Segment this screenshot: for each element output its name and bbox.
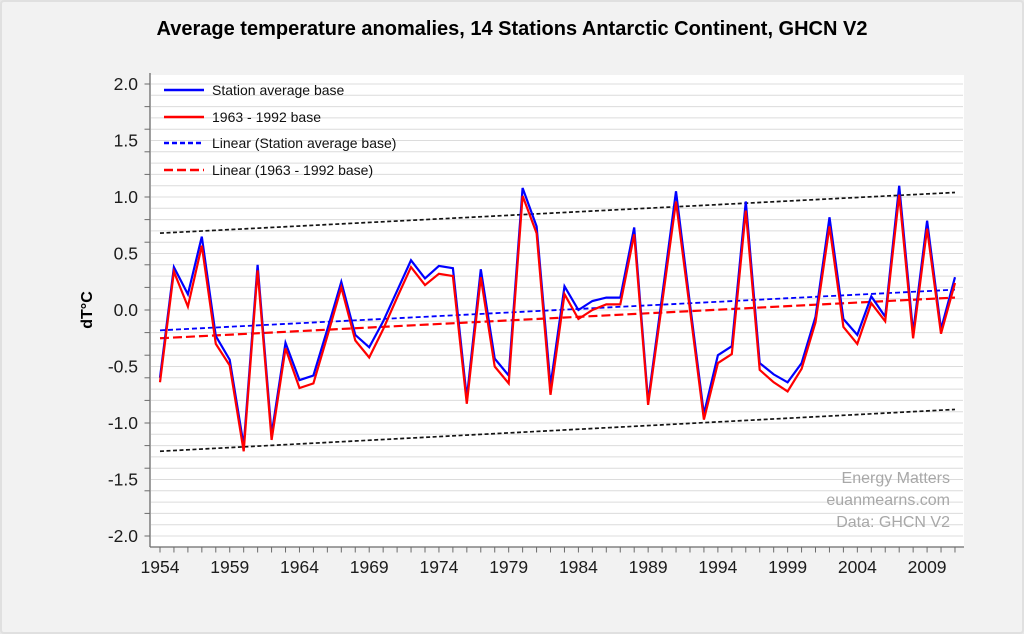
y-tick-label: -2.0 bbox=[108, 526, 138, 546]
legend-label: Linear (Station average base) bbox=[212, 135, 397, 152]
x-tick-label: 1954 bbox=[141, 557, 180, 577]
x-tick-label: 1984 bbox=[559, 557, 598, 577]
series-lines bbox=[158, 185, 957, 452]
legend-item-linear-station-average: Linear (Station average base) bbox=[163, 130, 396, 157]
legend-item-1963-1992-base: 1963 - 1992 base bbox=[163, 104, 396, 131]
gridlines bbox=[151, 83, 963, 537]
watermark-line-1: Energy Matters bbox=[841, 470, 950, 487]
x-tick-label: 2004 bbox=[838, 557, 877, 577]
y-tick-label: -1.5 bbox=[108, 470, 138, 490]
legend-label: 1963 - 1992 base bbox=[212, 108, 321, 125]
x-tick-label: 1989 bbox=[629, 557, 668, 577]
x-tick-label: 1999 bbox=[768, 557, 807, 577]
legend-item-linear-1963-1992: Linear (1963 - 1992 base) bbox=[163, 157, 396, 184]
legend-line-sample-red-solid bbox=[164, 115, 204, 118]
watermark-line-2: euanmearns.com bbox=[826, 492, 950, 509]
legend-line-sample-blue-dashed bbox=[164, 142, 204, 145]
legend: Station average base 1963 - 1992 base Li… bbox=[163, 77, 396, 183]
envelope-lines bbox=[159, 191, 956, 453]
x-tick-label: 1959 bbox=[210, 557, 249, 577]
y-tick-label: 2.0 bbox=[114, 74, 139, 94]
trend-line bbox=[159, 288, 956, 332]
y-axis-title: dT°C bbox=[79, 291, 96, 329]
legend-line-sample-red-dashed bbox=[164, 168, 204, 171]
y-tick-label: 1.5 bbox=[114, 131, 138, 151]
y-tick-label: 0.0 bbox=[114, 300, 139, 320]
tick-marks bbox=[144, 83, 956, 553]
y-tick-label: -1.0 bbox=[108, 413, 138, 433]
trend-lines bbox=[159, 288, 956, 340]
watermark: Energy Matters euanmearns.com Data: GHCN… bbox=[826, 468, 950, 534]
y-tick-label: 1.0 bbox=[114, 187, 139, 207]
y-tick-label: 0.5 bbox=[114, 244, 138, 264]
upper-bound-dashed bbox=[159, 191, 956, 235]
legend-line-sample-blue-solid bbox=[164, 89, 204, 92]
legend-label: Linear (1963 - 1992 base) bbox=[212, 161, 374, 178]
trend-line bbox=[159, 296, 956, 340]
x-tick-label: 1994 bbox=[698, 557, 737, 577]
x-tick-label: 2009 bbox=[908, 557, 947, 577]
series-line bbox=[158, 194, 957, 452]
legend-item-station-average: Station average base bbox=[163, 77, 396, 104]
lower-bound-dashed bbox=[159, 408, 956, 453]
watermark-line-3: Data: GHCN V2 bbox=[836, 514, 950, 531]
x-tick-label: 1969 bbox=[350, 557, 389, 577]
x-tick-label: 1964 bbox=[280, 557, 319, 577]
x-tick-label: 1979 bbox=[489, 557, 528, 577]
chart-title: Average temperature anomalies, 14 Statio… bbox=[156, 18, 868, 40]
legend-label: Station average base bbox=[212, 82, 345, 99]
y-tick-label: -0.5 bbox=[108, 357, 138, 377]
x-tick-label: 1974 bbox=[419, 557, 458, 577]
axis-labels: 1954 1959 1964 1969 1974 1979 1984 1989 1994 1999… bbox=[108, 74, 947, 577]
